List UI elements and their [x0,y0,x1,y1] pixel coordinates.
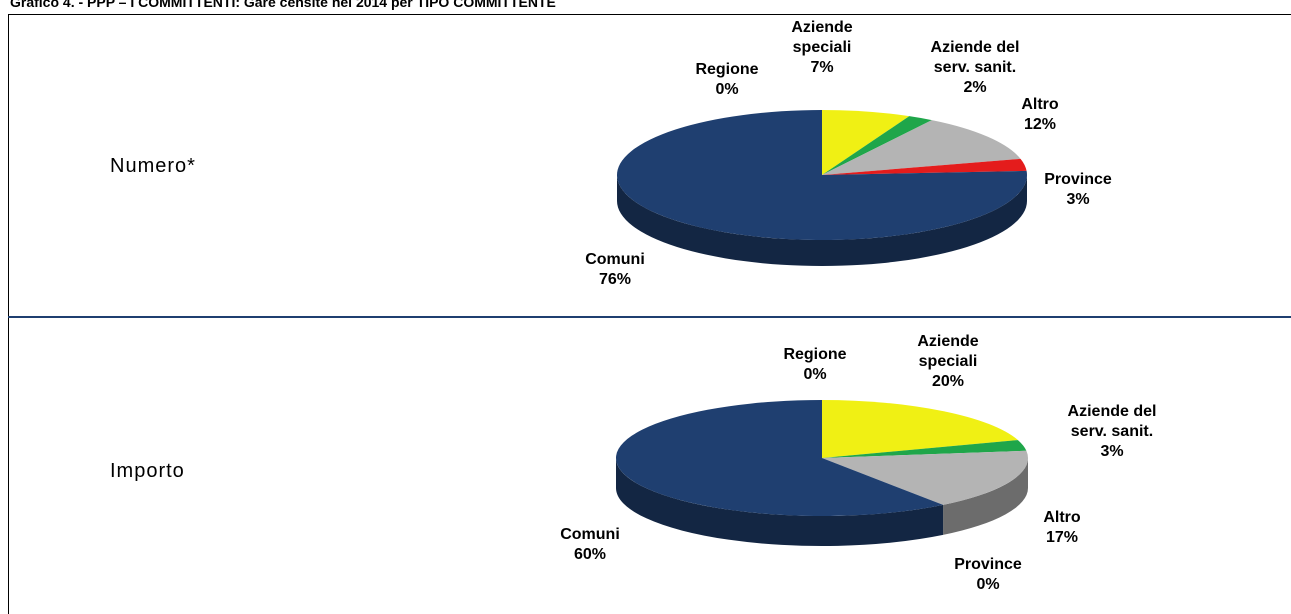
value-label: 12% [1023,116,1057,133]
caption: Grafico 4. - PPP – I COMMITTENTI: Gare c… [10,0,556,10]
row-label: Importo [110,460,185,482]
slice-label: Comuni 60% [530,525,650,565]
slice-label: Comuni 76% [555,250,675,290]
value-label: 3% [1066,191,1090,208]
category-name: Aziende del serv. sanit. [930,39,1020,76]
pie-slice [822,440,1027,458]
pie-slice [822,120,1021,175]
pie-slice [822,400,1018,458]
pie-side [943,458,1028,535]
value-label: 2% [963,79,987,96]
slice-label: Aziende del serv. sanit. 3% [1052,402,1172,462]
pie-slice [617,110,1027,241]
pie-slice [822,158,1027,175]
pie-side [617,175,1027,266]
pie-slice [822,116,932,175]
category-name: Comuni [560,526,620,543]
value-label: 17% [1045,529,1079,546]
pie-side [616,458,944,546]
slice-label: Aziende speciali 20% [888,332,1008,392]
slice-label: Altro 12% [980,95,1100,135]
row-divider [8,316,1291,318]
value-label: 0% [976,576,1000,593]
slice-label: Regione 0% [755,345,875,385]
category-name: Aziende del serv. sanit. [1067,403,1157,440]
value-label: 20% [931,373,965,390]
slice-label: Regione 0% [667,60,787,100]
value-label: 0% [803,366,827,383]
category-name: Aziende speciali [917,333,979,370]
category-name: Regione [783,346,847,363]
pie-slice [822,450,1028,505]
value-label: 60% [573,546,607,563]
value-label: 7% [810,59,834,76]
pie-slice [822,110,910,175]
category-name: Province [954,556,1022,573]
category-name: Aziende speciali [791,19,853,56]
value-label: 3% [1100,443,1124,460]
row-label: Numero* [110,155,196,177]
category-name: Comuni [585,251,645,268]
pie-slice [615,400,944,516]
slice-label: Aziende del serv. sanit. 2% [915,38,1035,98]
value-label: 76% [598,271,632,288]
value-label: 0% [715,81,739,98]
category-name: Altro [1021,96,1059,113]
slice-label: Province 3% [1018,170,1138,210]
category-name: Regione [695,61,759,78]
slice-label: Province 0% [928,555,1048,595]
slice-label: Altro 17% [1002,508,1122,548]
slice-label: Aziende speciali 7% [762,18,882,78]
category-name: Province [1044,171,1112,188]
table-frame [8,14,1291,614]
category-name: Altro [1043,509,1081,526]
